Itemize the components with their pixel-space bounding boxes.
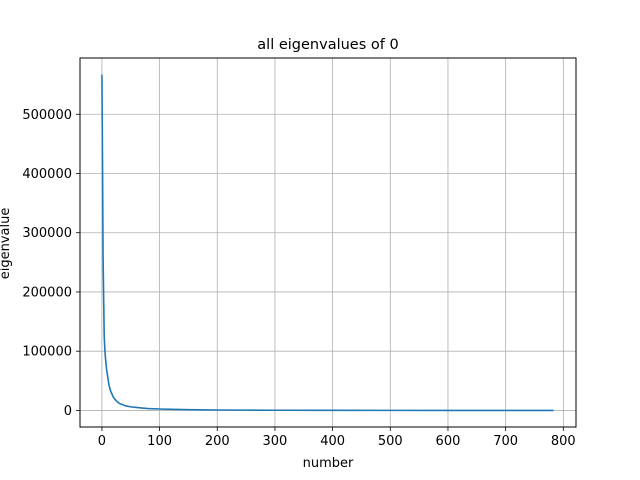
x-tick-label: 200 bbox=[205, 434, 230, 449]
y-axis-label: eigenvalue bbox=[0, 208, 13, 280]
y-tick-label: 100000 bbox=[22, 345, 72, 360]
y-tick-label: 500000 bbox=[22, 108, 72, 123]
grid-lines bbox=[80, 58, 576, 427]
x-tick-label: 0 bbox=[98, 434, 106, 449]
x-tick-label: 700 bbox=[493, 434, 518, 449]
y-tick-label: 200000 bbox=[22, 285, 72, 300]
x-tick-label: 600 bbox=[436, 434, 461, 449]
axes-frame bbox=[79, 57, 577, 428]
x-tick-label: 800 bbox=[551, 434, 576, 449]
axis-ticks: 0 100 200 300 400 500 600 700 800 0 100000 200000 30… bbox=[22, 108, 575, 449]
x-tick-label: 300 bbox=[263, 434, 288, 449]
x-axis-label: number bbox=[303, 456, 354, 471]
y-tick-label: 0 bbox=[64, 404, 72, 419]
x-tick-label: 400 bbox=[320, 434, 345, 449]
series-lines bbox=[101, 74, 554, 412]
chart-title: all eigenvalues of 0 bbox=[257, 37, 398, 53]
y-tick-label: 400000 bbox=[22, 167, 72, 182]
x-tick-label: 500 bbox=[378, 434, 403, 449]
series-line bbox=[101, 74, 554, 412]
x-tick-label: 100 bbox=[147, 434, 172, 449]
y-tick-label: 300000 bbox=[22, 226, 72, 241]
